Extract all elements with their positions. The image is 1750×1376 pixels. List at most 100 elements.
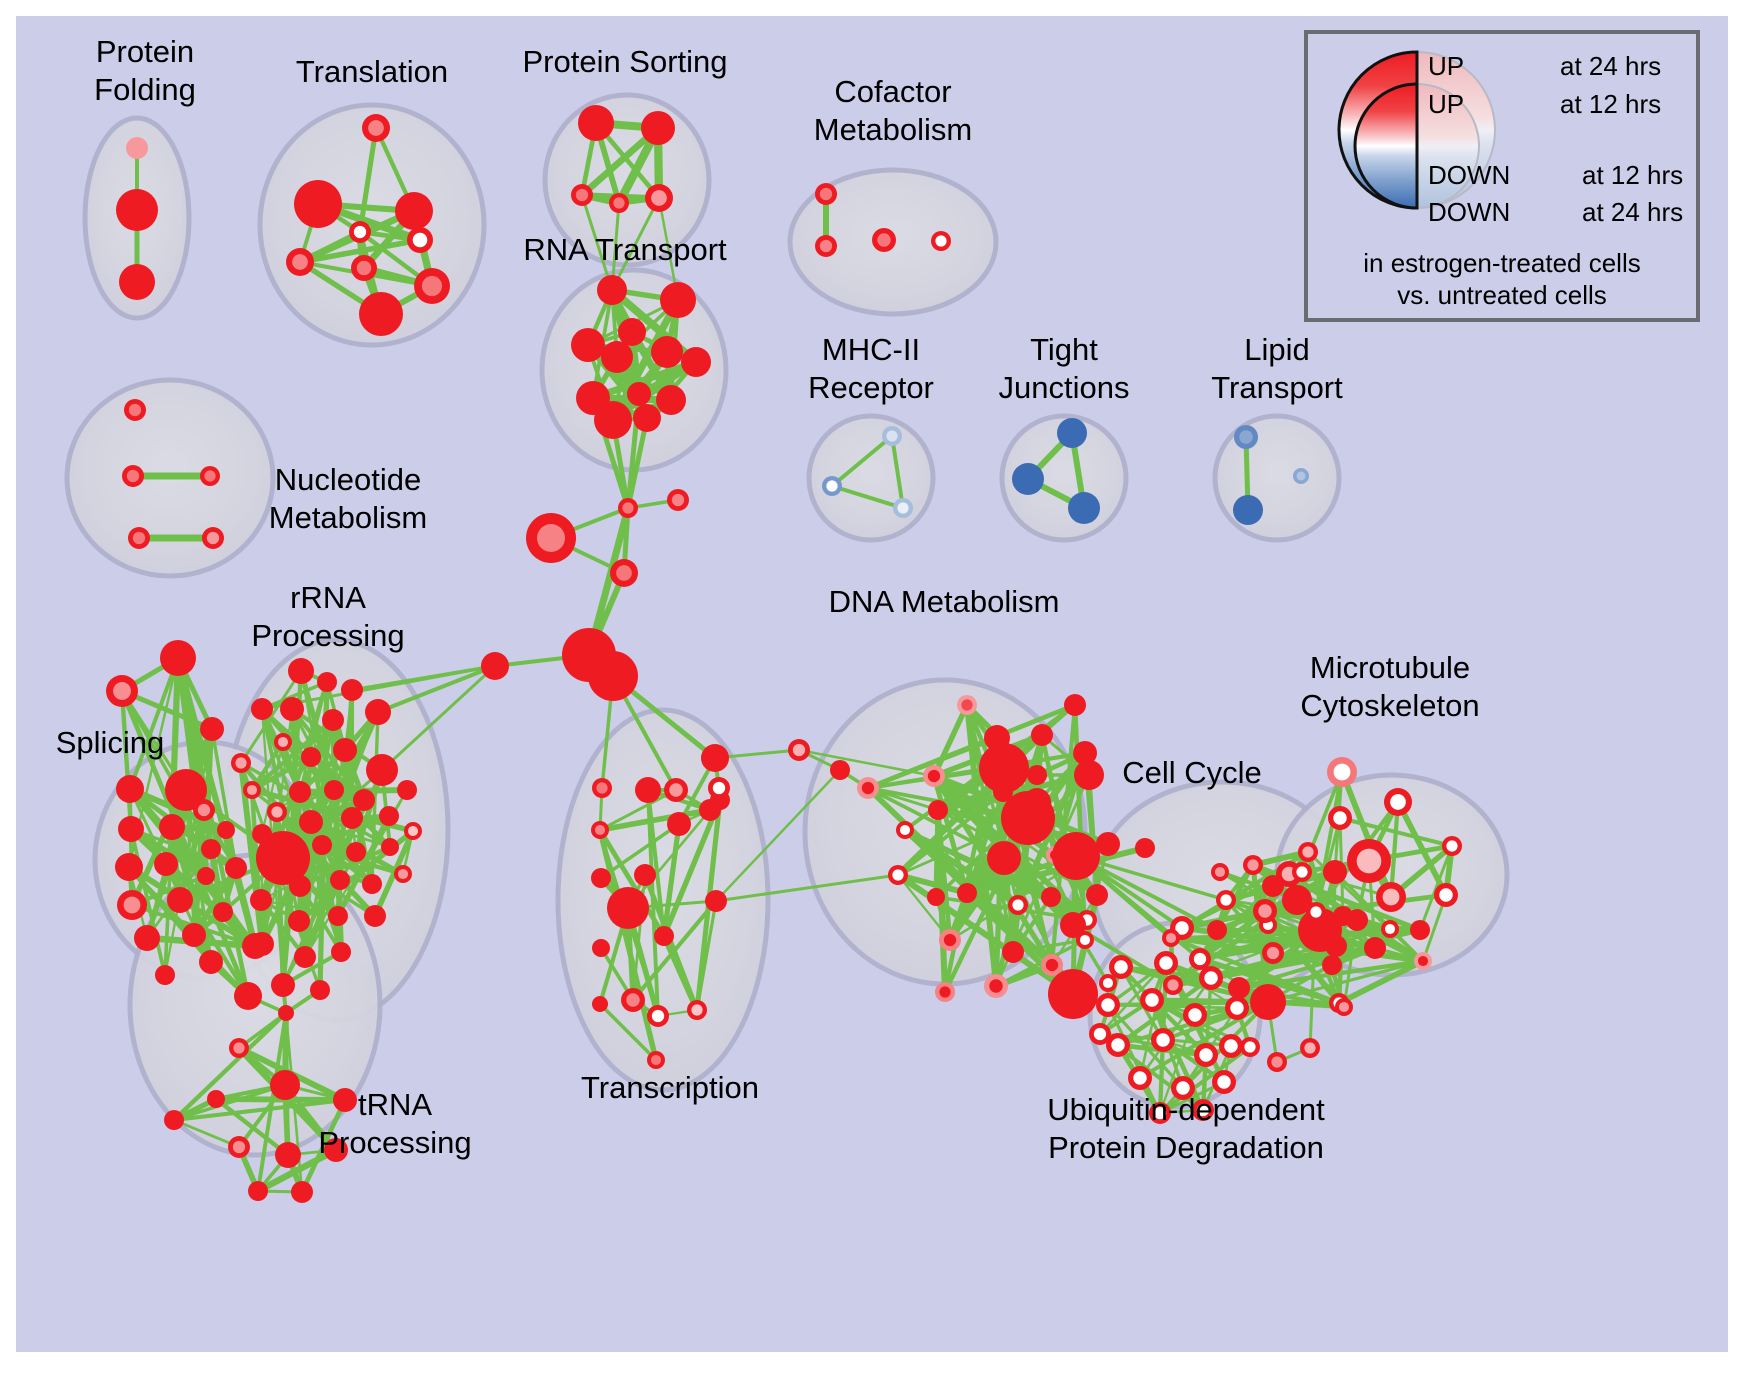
network-node[interactable] [395,192,433,230]
network-node[interactable] [578,105,614,141]
network-node[interactable] [1074,760,1104,790]
network-node[interactable] [1189,948,1211,970]
network-node[interactable] [1207,920,1227,940]
network-node[interactable] [1346,909,1368,931]
network-node[interactable] [1327,757,1357,787]
network-node[interactable] [217,821,235,839]
network-node[interactable] [935,982,955,1002]
network-node[interactable] [278,1005,294,1021]
network-node[interactable] [927,888,945,906]
network-node[interactable] [289,875,311,897]
network-node[interactable] [1140,988,1164,1012]
network-node[interactable] [197,867,215,885]
network-node[interactable] [857,777,879,799]
network-node[interactable] [1183,1003,1207,1027]
network-node[interactable] [1228,977,1250,999]
network-node[interactable] [931,231,951,251]
network-node[interactable] [116,189,158,231]
network-node[interactable] [1225,996,1249,1020]
network-node[interactable] [1211,863,1229,881]
network-node[interactable] [1089,1023,1111,1045]
network-node[interactable] [701,744,729,772]
network-node[interactable] [1325,935,1347,957]
network-node[interactable] [117,890,147,920]
network-node[interactable] [1008,895,1028,915]
network-node[interactable] [1376,882,1406,912]
network-node[interactable] [1052,832,1100,880]
network-node[interactable] [647,1051,665,1069]
network-node[interactable] [231,753,251,773]
network-node[interactable] [641,111,675,145]
network-node[interactable] [1347,839,1391,883]
network-node[interactable] [1135,838,1155,858]
network-node[interactable] [1219,1034,1243,1058]
network-node[interactable] [667,812,691,836]
network-node[interactable] [353,789,375,811]
network-node[interactable] [571,328,605,362]
network-node[interactable] [888,865,908,885]
network-node[interactable] [1384,788,1412,816]
network-node[interactable] [1414,952,1432,970]
network-node[interactable] [1068,492,1100,524]
network-node[interactable] [207,1090,225,1108]
network-node[interactable] [324,780,344,800]
network-node[interactable] [362,874,382,894]
network-node[interactable] [165,769,207,811]
network-node[interactable] [1060,912,1086,938]
network-node[interactable] [1128,1066,1152,1090]
network-node[interactable] [1109,955,1133,979]
network-node[interactable] [349,221,371,243]
network-node[interactable] [359,292,403,336]
network-node[interactable] [481,652,509,680]
network-node[interactable] [200,717,224,741]
network-node[interactable] [341,807,363,829]
network-node[interactable] [1073,741,1097,765]
network-node[interactable] [1306,902,1326,922]
network-node[interactable] [256,831,310,885]
network-node[interactable] [1154,951,1178,975]
network-node[interactable] [381,838,399,856]
network-node[interactable] [1001,791,1055,845]
network-node[interactable] [1322,955,1342,975]
network-node[interactable] [654,926,674,946]
network-node[interactable] [289,781,311,803]
network-node[interactable] [271,973,295,997]
network-node[interactable] [330,870,350,890]
network-node[interactable] [122,465,144,487]
network-node[interactable] [830,760,850,780]
network-node[interactable] [248,1181,268,1201]
network-node[interactable] [193,799,215,821]
network-node[interactable] [286,248,314,276]
network-node[interactable] [333,1088,357,1112]
network-node[interactable] [633,404,661,432]
network-node[interactable] [288,910,310,932]
network-node[interactable] [1151,1028,1175,1052]
network-node[interactable] [333,738,357,762]
network-node[interactable] [1086,884,1108,906]
network-node[interactable] [328,906,348,926]
network-node[interactable] [1162,929,1180,947]
network-node[interactable] [201,839,221,859]
network-node[interactable] [592,939,610,957]
network-node[interactable] [1267,1052,1287,1072]
network-node[interactable] [1216,890,1236,910]
network-node[interactable] [351,255,377,281]
network-node[interactable] [1381,920,1399,938]
network-node[interactable] [1300,1038,1320,1058]
network-node[interactable] [322,709,344,731]
network-node[interactable] [928,800,948,820]
network-node[interactable] [939,929,961,951]
network-node[interactable] [815,183,837,205]
network-node[interactable] [167,887,193,913]
network-node[interactable] [228,1136,250,1158]
network-node[interactable] [1442,836,1462,856]
network-node[interactable] [275,1142,301,1168]
network-node[interactable] [609,193,629,213]
network-node[interactable] [362,114,390,142]
network-node[interactable] [1192,1099,1214,1121]
network-node[interactable] [822,476,842,496]
network-node[interactable] [106,675,138,707]
network-node[interactable] [288,658,314,684]
network-node[interactable] [882,426,902,446]
network-node[interactable] [788,739,810,761]
